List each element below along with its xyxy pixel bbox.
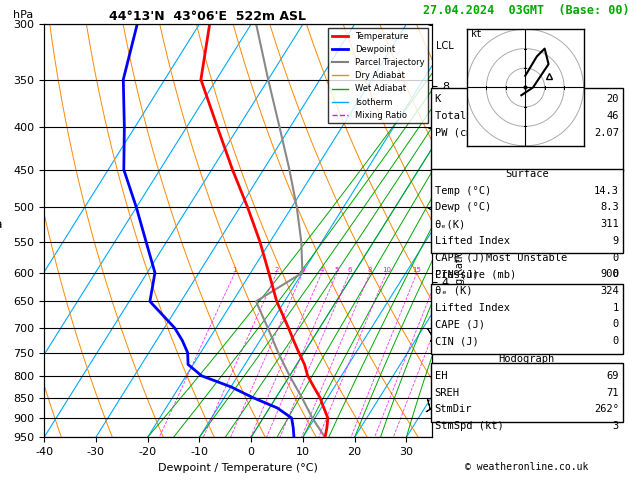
Text: θₑ (K): θₑ (K) xyxy=(435,286,472,296)
Text: 2: 2 xyxy=(275,267,279,273)
Text: 20: 20 xyxy=(606,94,619,104)
Text: 15: 15 xyxy=(413,267,421,273)
X-axis label: Dewpoint / Temperature (°C): Dewpoint / Temperature (°C) xyxy=(158,463,318,473)
Text: 71: 71 xyxy=(606,388,619,398)
Text: 9: 9 xyxy=(613,236,619,246)
Text: 0: 0 xyxy=(613,319,619,330)
Text: 311: 311 xyxy=(600,219,619,229)
Text: Mixing Ratio (g/kg): Mixing Ratio (g/kg) xyxy=(455,218,465,310)
Text: 8: 8 xyxy=(368,267,372,273)
Text: 5: 5 xyxy=(335,267,339,273)
Text: EH: EH xyxy=(435,371,447,381)
Text: StmSpd (kt): StmSpd (kt) xyxy=(435,421,503,431)
Text: 27.04.2024  03GMT  (Base: 00): 27.04.2024 03GMT (Base: 00) xyxy=(423,4,629,17)
Text: 14.3: 14.3 xyxy=(594,186,619,196)
Text: CIN (J): CIN (J) xyxy=(435,336,479,346)
Text: θₑ(K): θₑ(K) xyxy=(435,219,466,229)
Text: 46: 46 xyxy=(606,111,619,121)
Text: Lifted Index: Lifted Index xyxy=(435,303,509,312)
Y-axis label: km
ASL: km ASL xyxy=(466,231,487,252)
Text: 262°: 262° xyxy=(594,404,619,415)
FancyBboxPatch shape xyxy=(431,364,623,422)
Text: CAPE (J): CAPE (J) xyxy=(435,319,485,330)
Text: 10: 10 xyxy=(382,267,391,273)
Text: CIN (J): CIN (J) xyxy=(435,269,479,279)
Text: 324: 324 xyxy=(600,286,619,296)
Text: 4: 4 xyxy=(320,267,324,273)
Text: hPa: hPa xyxy=(13,10,33,20)
Y-axis label: hPa: hPa xyxy=(0,218,4,231)
Text: LCL: LCL xyxy=(436,41,454,51)
Text: CAPE (J): CAPE (J) xyxy=(435,253,485,262)
Text: Lifted Index: Lifted Index xyxy=(435,236,509,246)
Text: 0: 0 xyxy=(613,253,619,262)
Text: Totals Totals: Totals Totals xyxy=(435,111,516,121)
Legend: Temperature, Dewpoint, Parcel Trajectory, Dry Adiabat, Wet Adiabat, Isotherm, Mi: Temperature, Dewpoint, Parcel Trajectory… xyxy=(328,29,428,123)
Text: 0: 0 xyxy=(613,269,619,279)
Text: Hodograph: Hodograph xyxy=(499,354,555,364)
Text: 0: 0 xyxy=(613,336,619,346)
Text: Pressure (mb): Pressure (mb) xyxy=(435,269,516,279)
Text: Dewp (°C): Dewp (°C) xyxy=(435,202,491,212)
Text: K: K xyxy=(435,94,441,104)
Text: SREH: SREH xyxy=(435,388,460,398)
Title: 44°13'N  43°06'E  522m ASL: 44°13'N 43°06'E 522m ASL xyxy=(109,10,306,23)
Text: StmDir: StmDir xyxy=(435,404,472,415)
FancyBboxPatch shape xyxy=(431,284,623,354)
Text: 3: 3 xyxy=(301,267,305,273)
Text: 2.07: 2.07 xyxy=(594,128,619,138)
Text: 1: 1 xyxy=(613,303,619,312)
Text: kt: kt xyxy=(470,29,482,39)
Text: 900: 900 xyxy=(600,269,619,279)
Text: 3: 3 xyxy=(613,421,619,431)
Text: Surface: Surface xyxy=(505,169,548,179)
Text: 69: 69 xyxy=(606,371,619,381)
Text: 1: 1 xyxy=(233,267,237,273)
Text: © weatheronline.co.uk: © weatheronline.co.uk xyxy=(465,462,589,472)
Text: Temp (°C): Temp (°C) xyxy=(435,186,491,196)
Text: 6: 6 xyxy=(347,267,352,273)
FancyBboxPatch shape xyxy=(431,169,623,253)
FancyBboxPatch shape xyxy=(431,87,623,171)
Text: Most Unstable: Most Unstable xyxy=(486,253,567,262)
Text: 8.3: 8.3 xyxy=(600,202,619,212)
Text: PW (cm): PW (cm) xyxy=(435,128,479,138)
